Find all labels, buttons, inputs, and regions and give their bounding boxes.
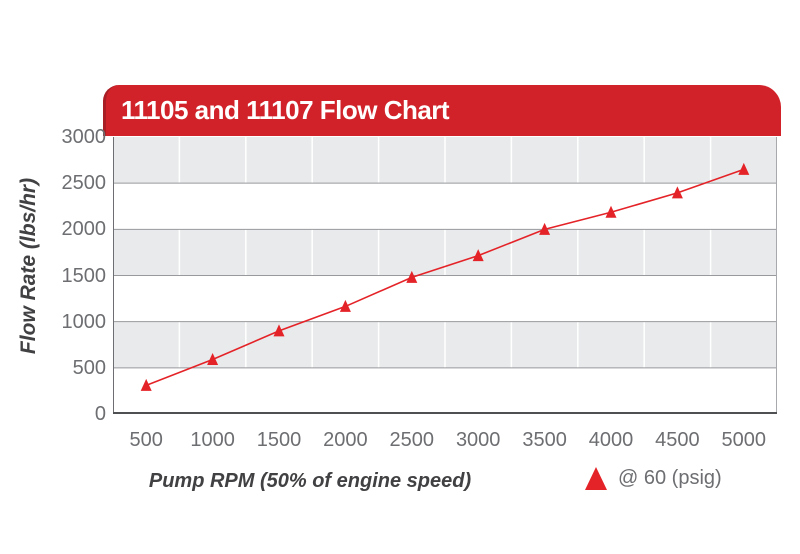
data-point-marker [539,222,551,235]
x-tick-label: 4000 [588,429,634,451]
y-tick-label: 500 [72,356,106,379]
x-tick-label: 3500 [522,429,567,451]
y-tick-label: 0 [94,403,106,425]
y-tick-label: 3000 [61,126,107,148]
x-axis-title: Pump RPM (50% of engine speed) [148,470,472,492]
data-point-marker [671,186,683,199]
y-tick-label: 2500 [61,172,107,195]
x-tick-label: 500 [129,429,163,451]
x-tick-label: 5000 [721,429,767,451]
x-tick-label: 1500 [256,429,302,451]
legend-label: @ 60 (psig) [618,466,722,489]
data-point-marker [605,205,617,218]
plot-area [113,137,777,414]
x-tick-label: 4500 [655,429,700,451]
y-tick-label: 2000 [61,218,107,241]
data-point-marker [406,270,418,283]
data-point-marker [738,162,750,175]
x-tick-label: 1000 [190,429,235,451]
x-tick-label: 2000 [323,429,368,451]
chart-title: 11105 and 11107 Flow Chart [121,95,450,125]
triangle-marker-icon [585,466,607,490]
legend: @ 60 (psig) [585,464,722,492]
x-tick-label: 2500 [389,429,435,451]
data-point-marker [472,249,484,262]
data-point-marker [273,324,285,337]
data-point-marker [140,378,152,391]
data-point-marker [207,353,219,366]
x-tick-label: 3000 [455,429,501,451]
flow-series-line [145,168,745,387]
data-point-marker [339,299,351,312]
y-tick-label: 1000 [61,310,107,333]
y-tick-label: 1500 [61,264,107,287]
chart-title-banner: 11105 and 11107 Flow Chart [103,85,781,136]
